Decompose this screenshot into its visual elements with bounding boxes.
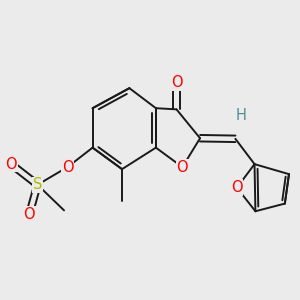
Text: O: O bbox=[23, 207, 35, 222]
Text: O: O bbox=[171, 75, 182, 90]
Text: S: S bbox=[33, 177, 42, 192]
Text: H: H bbox=[236, 108, 247, 123]
Text: O: O bbox=[62, 160, 74, 175]
Text: O: O bbox=[177, 160, 188, 175]
Text: O: O bbox=[5, 157, 17, 172]
Text: O: O bbox=[231, 180, 243, 195]
